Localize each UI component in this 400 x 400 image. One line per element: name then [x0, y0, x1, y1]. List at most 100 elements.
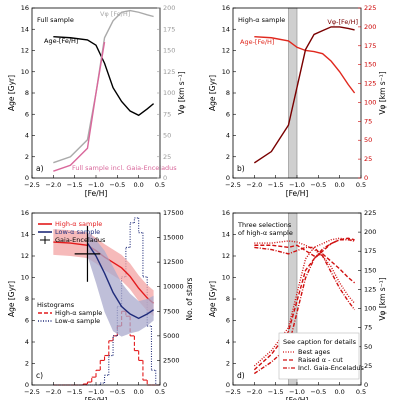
legend-box [278, 332, 360, 380]
panel: −2.5 −2.0 −1.5 −1.0 −0.5 0.0 0.502468101214160… [208, 209, 387, 400]
y2-tick-label: 200 [364, 23, 376, 31]
x-tick-label: −1.0 [88, 388, 104, 396]
x-tick-label: −1.5 [268, 181, 284, 189]
x-tick-label: −0.5 [109, 181, 125, 189]
y2-tick-label: 75 [364, 117, 372, 125]
y2-tick-label: 0 [163, 381, 167, 389]
x-tick-label: 0.5 [356, 388, 366, 396]
y2-tick-label: 225 [364, 209, 376, 217]
x-tick-label: −1.5 [67, 181, 83, 189]
y-tick-label: 14 [222, 231, 230, 239]
y-tick-label: 8 [25, 89, 29, 97]
y2-tick-label: 17500 [163, 209, 184, 217]
series-label: Age-[Fe/H] [240, 38, 274, 46]
x-tick-label: −2.0 [45, 388, 61, 396]
x-tick-label: −1.0 [289, 388, 305, 396]
y-tick-label: 2 [226, 360, 230, 368]
y-tick-label: 2 [25, 360, 29, 368]
y-tick-label: 0 [25, 174, 29, 182]
x-axis-label: [Fe/H] [85, 189, 108, 198]
y2-tick-label: 100 [163, 89, 175, 97]
y2-tick-label: 0 [364, 174, 368, 182]
y-tick-label: 10 [21, 68, 29, 76]
y2-tick-label: 50 [364, 343, 372, 351]
legend-marker [40, 236, 50, 244]
legend-label: Low-α sample [55, 228, 100, 236]
x-axis-label: [Fe/H] [85, 396, 108, 400]
y2-tick-label: 25 [163, 153, 171, 161]
y2-tick-label: 225 [364, 4, 376, 12]
y-tick-label: 8 [226, 295, 230, 303]
y-tick-label: 2 [226, 153, 230, 161]
legend-label: High-α sample [55, 309, 102, 317]
y-tick-label: 14 [21, 25, 29, 33]
y2-tick-label: 100 [364, 98, 376, 106]
y2-tick-label: 7500 [163, 307, 180, 315]
legend-title: Histograms [37, 301, 75, 309]
y-tick-label: 12 [222, 252, 230, 260]
y-tick-label: 0 [25, 381, 29, 389]
series-line [53, 241, 155, 304]
y-axis-label: Age [Gyr] [7, 281, 16, 317]
y-axis-label: Age [Gyr] [7, 75, 16, 111]
y-tick-label: 10 [21, 274, 29, 282]
y2-tick-label: 175 [364, 247, 376, 255]
x-tick-label: −2.5 [225, 388, 241, 396]
x-tick-label: 0.5 [155, 181, 165, 189]
legend-label: Best ages [298, 348, 331, 356]
y-tick-label: 6 [25, 317, 29, 325]
y-tick-label: 16 [222, 4, 230, 12]
y2-tick-label: 75 [163, 110, 171, 118]
y-tick-label: 16 [222, 209, 230, 217]
series-line [254, 240, 356, 304]
legend-title: See caption for details [283, 338, 357, 346]
panel-letter: a) [36, 164, 44, 173]
y2-tick-label: 125 [364, 80, 376, 88]
y-tick-label: 8 [226, 89, 230, 97]
y2-tick-label: 10000 [163, 283, 184, 291]
y-tick-label: 4 [25, 132, 29, 140]
y-tick-label: 12 [21, 252, 29, 260]
series-line [53, 35, 155, 117]
y-tick-label: 10 [222, 274, 230, 282]
legend-label: Raised α - cut [298, 356, 343, 364]
y2-tick-label: 75 [364, 324, 372, 332]
series-line [254, 35, 356, 94]
legend-label: High-α sample [55, 220, 102, 228]
y-tick-label: 0 [226, 174, 230, 182]
x-tick-label: 0.5 [155, 388, 165, 396]
x-tick-label: 0.0 [334, 388, 344, 396]
y-tick-label: 12 [222, 47, 230, 55]
series-line [253, 26, 355, 164]
x-tick-label: −0.5 [109, 388, 125, 396]
series-line [254, 246, 356, 311]
y-axis-label: Age [Gyr] [208, 75, 217, 111]
y-tick-label: 4 [226, 338, 230, 346]
confidence-band [87, 232, 154, 337]
y-tick-label: 6 [25, 110, 29, 118]
y2-tick-label: 2500 [163, 356, 180, 364]
panel-title: High-α sample [238, 16, 285, 24]
y2-tick-label: 100 [364, 305, 376, 313]
x-tick-label: 0.0 [133, 388, 143, 396]
y2-axis-label: Vφ [km s⁻¹] [378, 277, 387, 320]
panel-letter: b) [237, 164, 245, 173]
series-label: Vφ [Fe/H] [100, 10, 130, 18]
x-tick-label: −1.5 [67, 388, 83, 396]
panel-title: Three selections [237, 221, 292, 229]
y-tick-label: 6 [226, 317, 230, 325]
legend-label: Incl. Gaia-Enceladus [298, 364, 365, 372]
panel-letter: c) [36, 371, 43, 380]
y2-tick-label: 0 [364, 381, 368, 389]
panel: Age-[Fe/H] Vφ-[Fe/H] −2.5 −2.0 −1.5 −1.0 −0.5 0… [208, 4, 387, 198]
x-tick-label: −0.5 [310, 181, 326, 189]
x-tick-label: −2.0 [45, 181, 61, 189]
y2-tick-label: 150 [364, 266, 376, 274]
y2-tick-label: 150 [364, 61, 376, 69]
y2-axis-label: No. of stars [185, 277, 194, 320]
y-tick-label: 16 [21, 4, 29, 12]
panel-title: Full sample [37, 16, 74, 24]
y2-tick-label: 5000 [163, 332, 180, 340]
y-tick-label: 14 [21, 231, 29, 239]
